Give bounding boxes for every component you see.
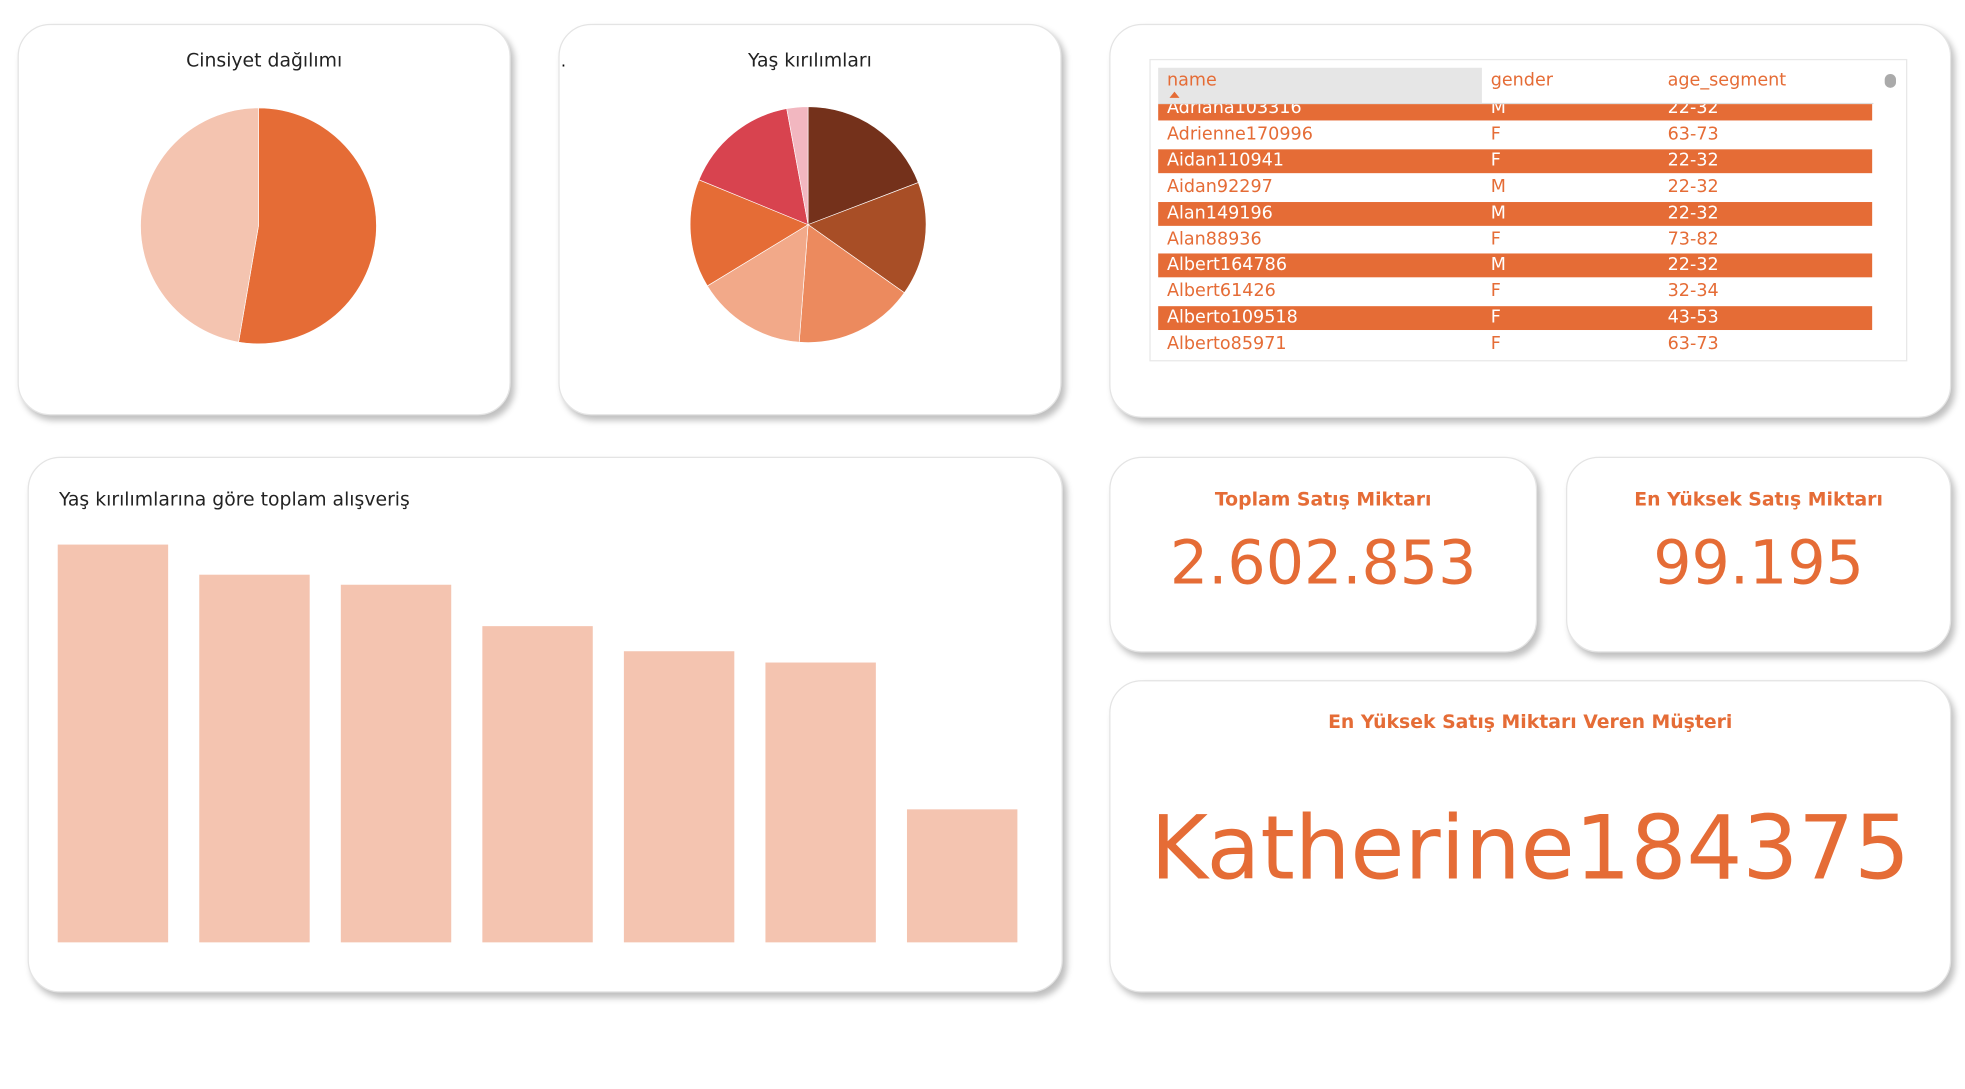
pie-slice (807, 182, 927, 294)
table-row[interactable] (1158, 149, 1873, 173)
sorted-header (1158, 67, 1482, 103)
table-row[interactable] (1158, 104, 1873, 121)
pie-slice (786, 106, 809, 225)
table-cell: M (1490, 104, 1506, 118)
table-cell: 73-82 (1667, 229, 1719, 250)
table-cell: Alberto109518 (1166, 307, 1298, 328)
kpi-value: 2.602.853 (1169, 528, 1477, 599)
pie-slice (689, 179, 809, 287)
bar (765, 662, 876, 943)
table-cell: Alan88936 (1166, 229, 1262, 250)
table-row[interactable] (1158, 201, 1873, 226)
table-cell: Adriana103316 (1166, 104, 1302, 118)
column-header: gender (1490, 70, 1553, 91)
chart-title: Yaş kırılımları (748, 48, 872, 72)
table-cell: M (1490, 255, 1506, 276)
age-card: . Yaş kırılımları (558, 23, 1062, 416)
table-cell: 22-32 (1667, 202, 1719, 223)
table-cell: M (1490, 202, 1506, 223)
table-cell: Alan149196 (1166, 202, 1273, 223)
table-cell: F (1490, 307, 1501, 328)
table-cell: F (1490, 333, 1501, 354)
kpi-title: En Yüksek Satış Miktarı Veren Müşteri (1328, 710, 1733, 733)
column-header: name (1166, 70, 1217, 91)
kpi-title: En Yüksek Satış Miktarı (1634, 488, 1883, 511)
table-body: Adriana103316 M 22-32 Adrienne170996 F 63-73 A… (1151, 104, 1904, 360)
pie-slice (706, 224, 809, 343)
pie-slice (807, 106, 919, 226)
table-cell: 63-73 (1667, 124, 1719, 145)
sort-arrow (1169, 91, 1180, 98)
bar (199, 574, 310, 943)
chart-title: Yaş kırılımlarına göre toplam alışveriş (58, 488, 410, 511)
table-row[interactable] (1158, 306, 1873, 331)
table-cell: F (1490, 150, 1501, 171)
bar (906, 809, 1018, 943)
bar (340, 584, 452, 943)
kpi-card: En Yüksek Satış Miktarı 99.195 (1565, 456, 1952, 653)
table-cell: 22-32 (1667, 150, 1719, 171)
table-cell: Alberto85971 (1166, 333, 1287, 354)
table-cell: F (1490, 124, 1501, 145)
table-cell: Adrienne170996 (1166, 124, 1313, 145)
scrollbar[interactable] (1884, 74, 1897, 88)
table-cell: 63-73 (1667, 333, 1719, 354)
table-cell: Albert61426 (1166, 281, 1276, 302)
pie-slice (238, 107, 377, 345)
table-cell: 22-32 (1667, 104, 1719, 118)
table-cell: Aidan110941 (1166, 150, 1284, 171)
kpi-card: En Yüksek Satış Miktarı Veren Müşteri Ka… (1109, 680, 1952, 993)
chart-title: Cinsiyet dağılımı (186, 48, 343, 72)
bar (57, 544, 169, 943)
bar (623, 651, 735, 943)
table-cell: 32-34 (1667, 281, 1719, 302)
table-cell: 22-32 (1667, 255, 1719, 276)
table-cell: M (1490, 176, 1506, 197)
table: name gender age_segment Adriana103316 M 22-32… (1149, 58, 1908, 362)
column-header: age_segment (1667, 70, 1787, 91)
kpi-card: Toplam Satış Miktarı 2.602.853 (1109, 456, 1538, 653)
table-cell: F (1490, 281, 1501, 302)
pie-slice (698, 108, 809, 226)
stray-mark: . (560, 52, 567, 72)
pie-slice (798, 224, 905, 343)
table-cell: Aidan92297 (1166, 176, 1273, 197)
bar (482, 626, 593, 943)
kpi-value: Katherine184375 (1150, 796, 1911, 900)
pie-slice (140, 107, 259, 343)
table-cell: Albert164786 (1166, 255, 1287, 276)
table-row[interactable] (1158, 253, 1873, 278)
kpi-value: 99.195 (1653, 528, 1864, 599)
kpi-title: Toplam Satış Miktarı (1214, 488, 1432, 511)
table-cell: F (1490, 229, 1501, 250)
table-cell: 22-32 (1667, 176, 1719, 197)
header-line (1158, 102, 1874, 105)
table-cell: 43-53 (1667, 307, 1719, 328)
